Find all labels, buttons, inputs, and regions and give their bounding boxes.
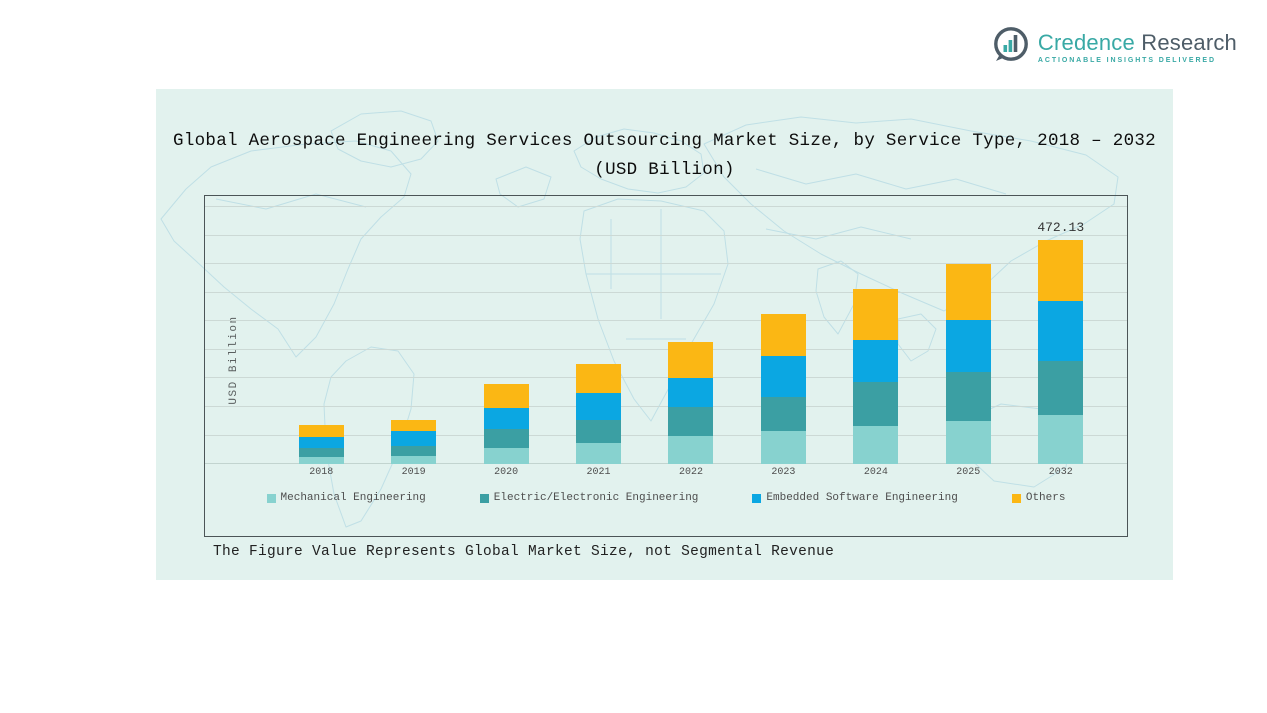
x-tick-label: 2023: [771, 467, 796, 478]
bar-segment: [391, 455, 437, 464]
legend-label: Others: [1025, 492, 1066, 504]
bar-2032: 472.13: [1037, 220, 1084, 464]
x-axis-labels: 2018 2019 2020 2021 2022 2023 2024 2025 2032: [275, 467, 1107, 478]
bar-segment: [853, 425, 899, 464]
legend-label: Mechanical Engineering: [280, 492, 426, 504]
bar-segment: [298, 456, 344, 464]
bar-segment: [945, 421, 991, 464]
legend-item: Embedded Software Engineering: [752, 492, 958, 504]
gridline: [205, 206, 1127, 208]
bar-segment: [760, 397, 806, 432]
bar-segment: [668, 342, 714, 379]
chart-box: USD Billion 472.13 2018 2019 2020 2021 2022 2…: [204, 195, 1128, 537]
legend-swatch: [266, 493, 276, 503]
bar-segment: [945, 319, 991, 373]
bar-segment: [298, 436, 344, 449]
bar-segment: [945, 263, 991, 320]
bar-segment: [483, 428, 529, 449]
gridline: [205, 263, 1127, 265]
bar-2019: [391, 419, 437, 464]
bar-2022: [668, 342, 714, 464]
figure-footnote: The Figure Value Represents Global Marke…: [213, 544, 835, 560]
logo-bar-chart-icon: [991, 25, 1031, 70]
bar-2018: [298, 425, 344, 464]
legend-label: Embedded Software Engineering: [766, 492, 958, 504]
chart-title: Global Aerospace Engineering Services Ou…: [173, 131, 1156, 180]
gridline: [205, 320, 1127, 322]
bar-segment: [1038, 414, 1084, 464]
logo-brand-name: Credence Research: [1037, 30, 1237, 56]
legend-swatch: [752, 493, 762, 503]
bar-segment: [391, 419, 437, 432]
bar-segment: [760, 356, 806, 398]
bar-segment: [391, 445, 437, 456]
bar-2020: [483, 384, 529, 464]
legend-item: Mechanical Engineering: [266, 492, 426, 504]
x-tick-label: 2021: [586, 467, 611, 478]
bar-segment: [1038, 360, 1084, 415]
bars-layer: 472.13: [275, 196, 1107, 464]
x-tick-label: 2022: [678, 467, 703, 478]
bar-segment: [853, 288, 899, 340]
chart-legend: Mechanical Engineering Electric/Electroni…: [205, 492, 1127, 504]
x-tick-label: 2019: [401, 467, 426, 478]
bar-2024: [853, 288, 899, 464]
bar-segment: [760, 314, 806, 357]
bar-segment: [668, 378, 714, 408]
bar-segment: [576, 419, 622, 444]
bar-segment: [945, 372, 991, 422]
x-axis-line: [205, 463, 1127, 464]
gridline: [205, 291, 1127, 293]
bar-segment: [853, 339, 899, 383]
legend-swatch: [479, 493, 489, 503]
bar-segment: [668, 407, 714, 437]
bar-segment: [391, 431, 437, 446]
bar-2021: [576, 363, 622, 464]
bar-segment: [760, 431, 806, 464]
bar-segment: [576, 393, 622, 420]
bar-segment: [668, 436, 714, 464]
gridline: [205, 405, 1127, 407]
bar-segment: [298, 425, 344, 437]
bar-segment: [483, 384, 529, 408]
legend-swatch: [1011, 493, 1021, 503]
legend-item: Others: [1011, 492, 1066, 504]
x-tick-label: 2024: [863, 467, 888, 478]
bar-total-label: 472.13: [1037, 219, 1085, 235]
gridline: [205, 348, 1127, 350]
bar-segment: [483, 407, 529, 429]
legend-item: Electric/Electronic Engineering: [479, 492, 699, 504]
bar-2025: [945, 263, 991, 464]
bar-segment: [1038, 300, 1084, 361]
bar-segment: [483, 448, 529, 464]
gridline: [205, 377, 1127, 379]
x-tick-label: 2018: [309, 467, 334, 478]
gridline: [205, 434, 1127, 436]
gridline: [205, 234, 1127, 236]
legend-label: Electric/Electronic Engineering: [493, 492, 699, 504]
plot-area: 472.13: [205, 196, 1127, 464]
bar-2023: [760, 314, 806, 464]
bar-segment: [1038, 239, 1084, 301]
bar-segment: [576, 363, 622, 394]
credence-research-logo: Credence Research ACTIONABLE INSIGHTS DE…: [991, 25, 1237, 70]
bar-segment: [853, 382, 899, 426]
bar-segment: [298, 448, 344, 457]
infographic-panel: Global Aerospace Engineering Services Ou…: [156, 89, 1173, 580]
bar-segment: [576, 443, 622, 464]
x-tick-label: 2032: [1048, 467, 1073, 478]
x-tick-label: 2020: [494, 467, 519, 478]
logo-tagline: ACTIONABLE INSIGHTS DELIVERED: [1037, 56, 1216, 64]
x-tick-label: 2025: [956, 467, 981, 478]
